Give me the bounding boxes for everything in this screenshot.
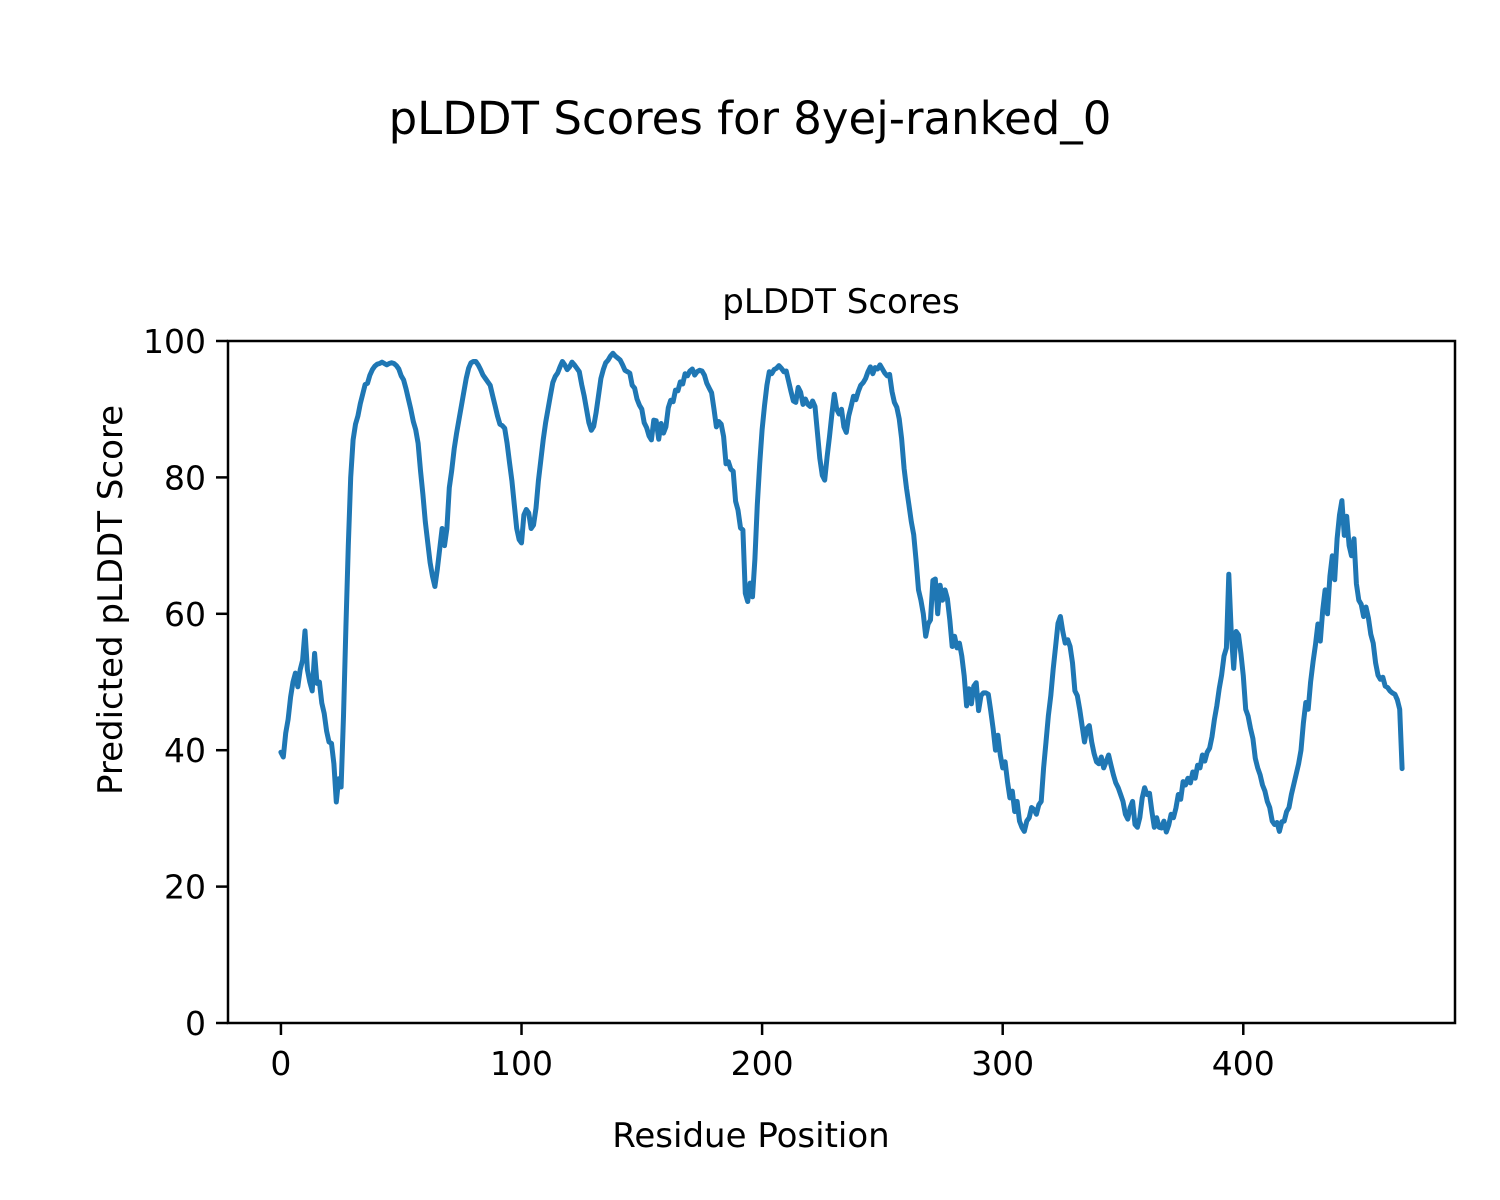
x-tick-label: 200 [731, 1044, 794, 1083]
y-tick-label: 20 [164, 868, 206, 907]
x-tick-label: 300 [971, 1044, 1034, 1083]
x-tick-label: 100 [490, 1044, 553, 1083]
y-tick-label: 40 [164, 731, 206, 770]
figure-title: pLDDT Scores for 8yej-ranked_0 [389, 92, 1112, 145]
x-tick-label: 0 [270, 1044, 291, 1083]
x-tick-label: 400 [1212, 1044, 1275, 1083]
plddt-series-line [278, 350, 1405, 835]
y-tick-label: 80 [164, 458, 206, 497]
y-axis-ticks: 0 20 40 60 80 100 [143, 322, 228, 1043]
x-axis-ticks: 0 100 200 300 400 [270, 1023, 1275, 1083]
y-tick-label: 100 [143, 322, 206, 361]
y-axis-label: Predicted pLDDT Score [91, 405, 131, 795]
y-tick-label: 60 [164, 595, 206, 634]
y-tick-label: 0 [185, 1004, 206, 1043]
axes-title: pLDDT Scores [722, 282, 959, 322]
axes-spines [226, 339, 1457, 1025]
x-axis-label: Residue Position [612, 1116, 889, 1156]
